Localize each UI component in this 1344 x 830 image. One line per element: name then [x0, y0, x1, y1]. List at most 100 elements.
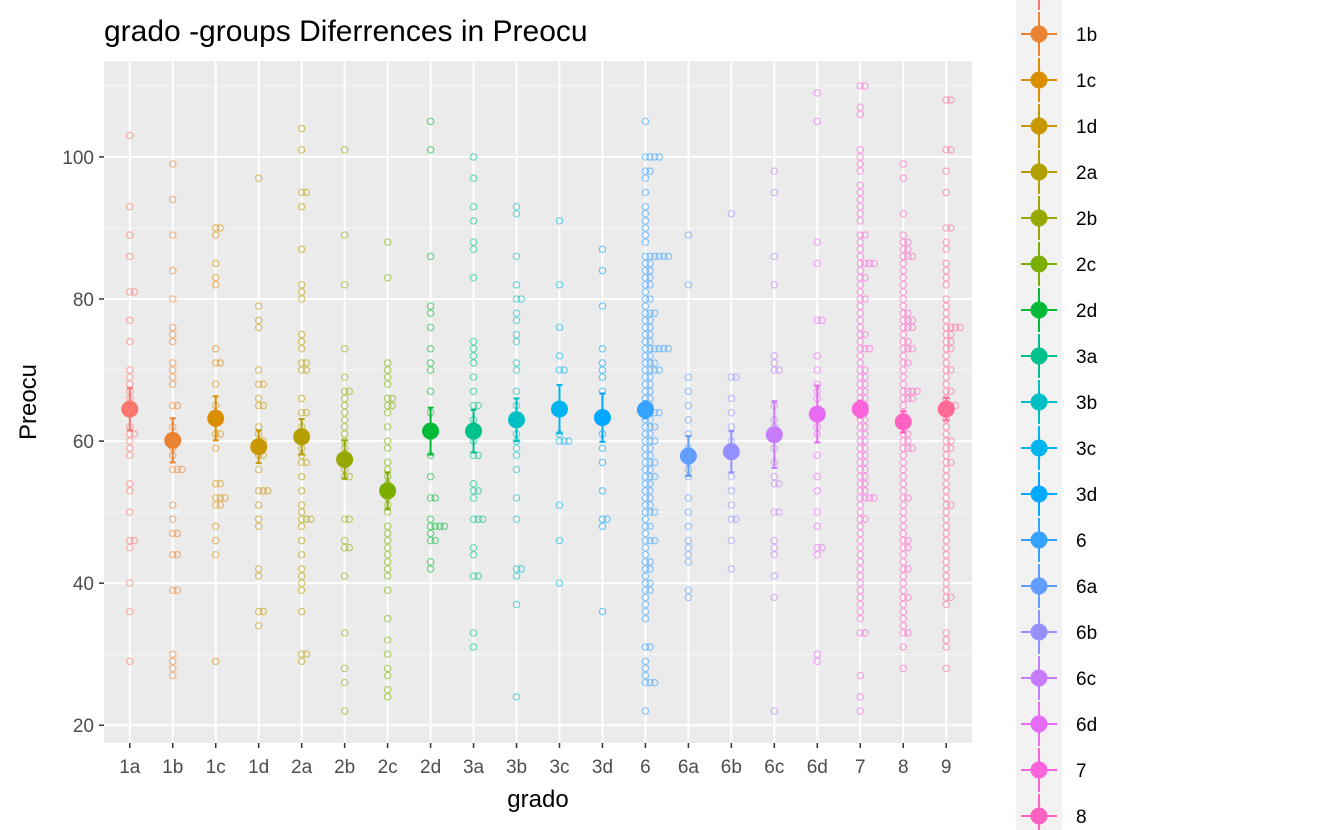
raw-point	[861, 82, 869, 90]
raw-point	[942, 522, 951, 531]
raw-point	[598, 607, 607, 616]
raw-point	[426, 387, 435, 396]
raw-point	[646, 167, 654, 175]
raw-point	[130, 288, 139, 296]
raw-point	[641, 188, 650, 197]
raw-point	[942, 337, 951, 346]
raw-point	[383, 444, 392, 452]
raw-point	[727, 515, 736, 524]
raw-point	[426, 117, 435, 126]
raw-point	[383, 408, 392, 417]
raw-point	[684, 536, 693, 545]
raw-point	[899, 621, 908, 630]
raw-point	[684, 593, 693, 602]
raw-point	[641, 174, 650, 183]
raw-point	[254, 366, 263, 374]
raw-point	[168, 586, 177, 595]
raw-point	[517, 565, 525, 573]
raw-point	[297, 359, 306, 367]
raw-point	[512, 693, 521, 701]
raw-point	[598, 522, 607, 531]
raw-point	[168, 650, 177, 658]
legend-label: 3a	[1076, 347, 1098, 368]
raw-point	[211, 536, 220, 545]
raw-point	[646, 330, 654, 339]
raw-point	[727, 373, 736, 381]
raw-point	[216, 430, 225, 438]
raw-point	[856, 153, 865, 161]
legend-label: 3d	[1076, 485, 1097, 506]
raw-point	[297, 188, 306, 197]
raw-point	[297, 487, 306, 495]
raw-point	[650, 472, 659, 481]
raw-point	[904, 444, 912, 452]
legend-label: 6a	[1076, 577, 1098, 598]
raw-point	[942, 373, 951, 381]
raw-point	[641, 678, 650, 687]
raw-point	[297, 536, 306, 545]
y-axis-title: Preocu	[15, 364, 42, 440]
plot-panel	[104, 61, 972, 743]
raw-point	[512, 309, 521, 317]
raw-point	[861, 487, 869, 495]
raw-point	[641, 614, 650, 623]
raw-point	[168, 529, 177, 538]
raw-point	[856, 352, 865, 360]
raw-point	[899, 344, 908, 353]
raw-point	[861, 465, 869, 474]
raw-point	[908, 323, 917, 332]
legend-entry: 1d	[1021, 104, 1097, 148]
raw-point	[856, 295, 865, 303]
raw-point	[856, 479, 865, 488]
raw-point	[259, 401, 268, 410]
raw-point	[469, 515, 478, 524]
raw-point	[383, 614, 392, 623]
raw-point	[942, 451, 951, 460]
raw-point	[297, 586, 306, 595]
raw-point	[861, 423, 869, 431]
legend-label: 6d	[1076, 715, 1097, 736]
raw-point	[555, 366, 564, 374]
raw-point	[856, 543, 865, 552]
raw-point	[641, 273, 650, 282]
raw-point	[426, 323, 435, 332]
legend-key-point	[1030, 117, 1048, 135]
raw-point	[469, 487, 478, 495]
raw-point	[899, 472, 908, 481]
raw-point	[732, 373, 740, 381]
raw-point	[297, 472, 306, 481]
raw-point	[211, 359, 220, 367]
raw-point	[646, 344, 654, 353]
raw-point	[904, 629, 912, 637]
legend-label: 1d	[1076, 117, 1097, 138]
raw-point	[641, 423, 650, 431]
raw-point	[125, 373, 134, 381]
raw-point	[469, 344, 478, 353]
raw-point	[641, 153, 650, 161]
raw-point	[942, 643, 951, 651]
raw-point	[646, 444, 654, 452]
raw-point	[125, 657, 134, 666]
mean-point	[636, 401, 654, 419]
raw-point	[913, 387, 921, 396]
raw-point	[856, 586, 865, 595]
raw-point	[775, 479, 783, 488]
raw-point	[942, 479, 951, 488]
x-tick-label: 2a	[291, 757, 313, 778]
raw-point	[512, 202, 521, 211]
raw-point	[856, 266, 865, 275]
legend-key-point	[1030, 807, 1048, 825]
raw-point	[899, 373, 908, 381]
raw-point	[899, 380, 908, 389]
raw-point	[426, 302, 435, 310]
x-axis: 1a 1b 1c 1d 2a 2b 2c 2d 3a 3b 3c 3d 6 6a 6b 6c 6d 7 8 9	[119, 743, 952, 778]
raw-point	[168, 366, 177, 374]
raw-point	[775, 366, 783, 374]
raw-point	[865, 344, 874, 353]
raw-point	[770, 543, 779, 552]
raw-point	[650, 359, 659, 367]
legend-entry: 6d	[1021, 702, 1097, 746]
raw-point	[641, 117, 650, 126]
raw-point	[431, 522, 439, 531]
